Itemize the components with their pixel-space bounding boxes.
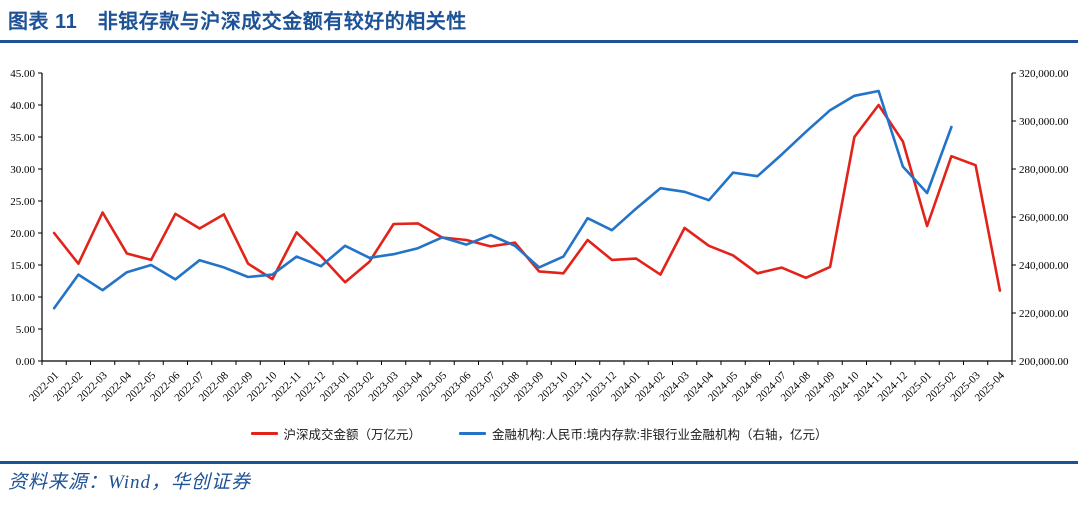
svg-text:30.00: 30.00 <box>10 164 35 176</box>
svg-text:20.00: 20.00 <box>10 228 35 240</box>
svg-text:5.00: 5.00 <box>16 324 36 336</box>
svg-text:35.00: 35.00 <box>10 132 35 144</box>
svg-text:240,000.00: 240,000.00 <box>1019 260 1069 272</box>
figure-title: 图表 11 非银存款与沪深成交金额有较好的相关性 <box>8 11 467 33</box>
chart-canvas: 0.00 5.00 10.00 15.00 20.00 25.00 30.00 35.00 40… <box>10 68 1069 404</box>
line-chart: 0.00 5.00 10.00 15.00 20.00 25.00 30.00 35.00 40… <box>0 52 1078 420</box>
svg-text:320,000.00: 320,000.00 <box>1019 68 1069 80</box>
svg-text:10.00: 10.00 <box>10 292 35 304</box>
source-note: 资料来源：Wind，华创证券 <box>8 472 252 493</box>
svg-text:25.00: 25.00 <box>10 196 35 208</box>
svg-text:0.00: 0.00 <box>16 356 36 368</box>
legend-blue-line-swatch <box>459 432 487 435</box>
legend-red-label: 沪深成交金额（万亿元） <box>283 428 422 442</box>
svg-text:280,000.00: 280,000.00 <box>1019 164 1069 176</box>
chart-legend: 沪深成交金额（万亿元） 金融机构:人民币:境内存款:非银行业金融机构（右轴，亿元… <box>0 424 1078 443</box>
svg-text:45.00: 45.00 <box>10 68 35 80</box>
legend-item-nonbank-deposits: 金融机构:人民币:境内存款:非银行业金融机构（右轴，亿元） <box>459 424 827 443</box>
svg-text:200,000.00: 200,000.00 <box>1019 356 1069 368</box>
series-line-nonbank-deposits <box>52 89 953 310</box>
x-axis-labels: 2022-012022-022022-032022-042022-052022-… <box>27 369 1008 404</box>
legend-red-line-swatch <box>250 432 278 435</box>
axes: 0.00 5.00 10.00 15.00 20.00 25.00 30.00 35.00 40… <box>10 68 1069 368</box>
title-divider <box>0 40 1078 43</box>
svg-text:220,000.00: 220,000.00 <box>1019 308 1069 320</box>
svg-text:40.00: 40.00 <box>10 100 35 112</box>
footer-divider <box>0 461 1078 464</box>
svg-text:15.00: 15.00 <box>10 260 35 272</box>
legend-blue-label: 金融机构:人民币:境内存款:非银行业金融机构（右轴，亿元） <box>492 428 828 442</box>
svg-text:300,000.00: 300,000.00 <box>1019 116 1069 128</box>
svg-text:260,000.00: 260,000.00 <box>1019 212 1069 224</box>
legend-item-turnover: 沪深成交金额（万亿元） <box>250 424 422 443</box>
